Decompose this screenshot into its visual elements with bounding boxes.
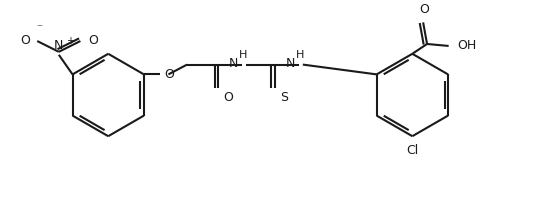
Text: OH: OH <box>458 39 477 52</box>
Text: ⁻: ⁻ <box>36 23 42 33</box>
Text: N: N <box>285 57 295 70</box>
Text: O: O <box>20 33 30 47</box>
Text: S: S <box>280 91 288 104</box>
Text: O: O <box>164 68 174 81</box>
Text: O: O <box>223 91 233 104</box>
Text: Cl: Cl <box>406 144 419 157</box>
Text: O: O <box>419 3 429 15</box>
Text: N: N <box>229 57 238 70</box>
Text: H: H <box>296 50 304 60</box>
Text: N: N <box>54 39 63 52</box>
Text: H: H <box>239 50 247 60</box>
Text: +: + <box>65 36 74 46</box>
Text: O: O <box>88 33 98 47</box>
